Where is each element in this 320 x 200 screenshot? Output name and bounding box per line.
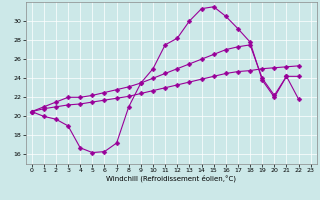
X-axis label: Windchill (Refroidissement éolien,°C): Windchill (Refroidissement éolien,°C) <box>106 175 236 182</box>
